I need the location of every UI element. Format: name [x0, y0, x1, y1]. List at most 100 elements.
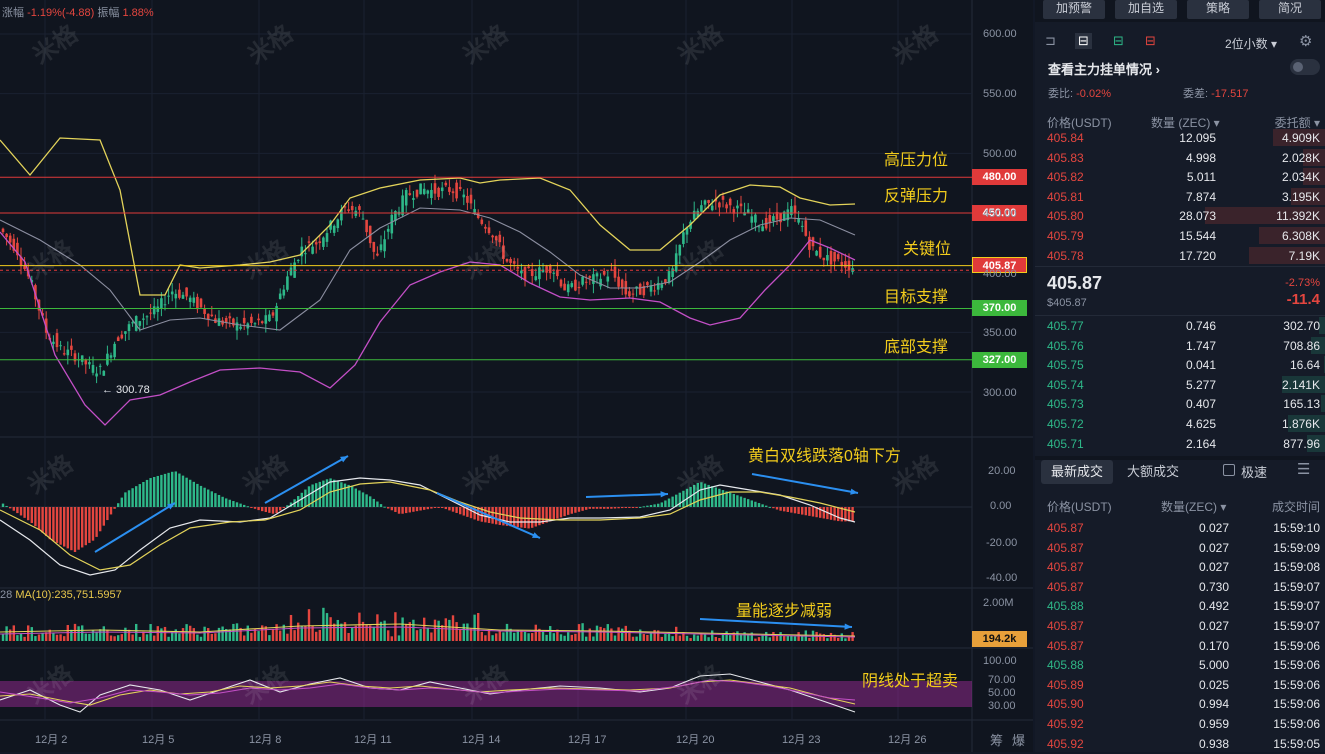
volume-bar — [203, 626, 206, 641]
volume-ma10-line — [0, 623, 856, 637]
macd-histogram-bar — [217, 494, 221, 507]
ratio-value: -0.02% — [1076, 88, 1111, 100]
filter-icon[interactable]: ☰ — [1297, 461, 1311, 478]
current-price-badge: 405.87 — [972, 257, 1027, 273]
candle-body — [498, 234, 502, 243]
depth-bar — [1281, 375, 1325, 393]
volume-bar — [405, 623, 408, 641]
candle-body — [692, 210, 696, 220]
macd-histogram-bar — [495, 507, 498, 525]
overview-button[interactable]: 简况 — [1259, 0, 1321, 19]
volume-bar — [243, 635, 246, 641]
price-axis-tick: 450.00 — [983, 208, 1017, 220]
trade-price: 405.87 — [1047, 540, 1084, 555]
candle-body — [419, 183, 422, 195]
bid-row[interactable]: 405.75 0.041 16.64 — [1035, 356, 1325, 375]
main-orders-toggle[interactable] — [1290, 59, 1320, 75]
bid-row[interactable]: 405.73 0.407 165.13 — [1035, 395, 1325, 414]
macd-histogram-bar — [430, 507, 433, 509]
order-difference: 委差: -17.517 — [1183, 85, 1248, 101]
ask-row[interactable]: 405.81 7.874 3.195K — [1035, 187, 1325, 207]
macd-histogram-bar — [300, 492, 303, 507]
ask-row[interactable]: 405.80 28.073 11.392K — [1035, 207, 1325, 226]
volume-bar — [156, 626, 159, 641]
fast-mode-checkbox[interactable] — [1223, 464, 1235, 476]
candle-body — [592, 274, 595, 284]
macd-histogram-bar — [307, 486, 311, 507]
x-axis-tick: 12月 20 — [676, 734, 715, 746]
chart-area[interactable]: 涨幅 -1.19%(-4.88) 振幅 1.88% 高压力位 反弹压力 关键位 … — [0, 0, 1033, 752]
candle-body — [696, 210, 700, 218]
volume-bar — [77, 626, 80, 641]
candle-body — [278, 293, 282, 300]
trade-col-qty[interactable]: 数量(ZEC) ▾ — [1161, 500, 1227, 514]
tab-latest-trades[interactable]: 最新成交 — [1041, 460, 1113, 484]
main-orders-link[interactable]: 查看主力挂单情况 › — [1048, 62, 1160, 77]
col-qty-header[interactable]: 数量 (ZEC) ▾ — [1151, 116, 1220, 130]
bid-row[interactable]: 405.76 1.747 708.86 — [1035, 336, 1325, 356]
add-alert-button[interactable]: 加预警 — [1043, 0, 1105, 19]
macd-histogram-bar — [70, 507, 73, 551]
volume-bar — [235, 623, 239, 641]
candle-body — [412, 198, 415, 200]
macd-histogram-bar — [469, 507, 473, 519]
macd-histogram-bar — [459, 507, 462, 515]
macd-histogram-bar — [639, 506, 642, 508]
collapse-icon[interactable]: ⊐ — [1045, 33, 1056, 48]
tab-large-trades[interactable]: 大额成交 — [1127, 464, 1180, 479]
fast-mode-label: 极速 — [1241, 465, 1268, 480]
asks-only-icon[interactable]: ⊟ — [1145, 33, 1156, 48]
candle-body — [16, 242, 19, 256]
trade-col-price: 价格(USDT) — [1047, 500, 1112, 514]
ask-row[interactable]: 405.78 17.720 7.19K — [1035, 246, 1325, 266]
macd-histogram-bar — [743, 497, 746, 507]
macd-histogram-bar — [124, 492, 127, 507]
volume-bar — [534, 624, 537, 641]
candle-body — [440, 187, 444, 192]
volume-bar — [754, 638, 757, 641]
trade-col-time: 成交时间 — [1271, 500, 1320, 514]
macd-histogram-bar — [163, 473, 167, 507]
volume-bar — [106, 629, 109, 641]
col-total-header[interactable]: 委托额 ▾ — [1274, 116, 1320, 130]
ask-row[interactable]: 405.84 12.095 4.909K — [1035, 129, 1325, 148]
macd-histogram-bar — [570, 507, 573, 514]
candle-body — [509, 259, 512, 263]
decimal-select[interactable]: 2位小数 ▾ — [1225, 37, 1278, 51]
strategy-button[interactable]: 策略 — [1187, 0, 1249, 19]
bid-row[interactable]: 405.77 0.746 302.70 — [1035, 317, 1325, 336]
candle-body — [545, 266, 548, 273]
volume-bar — [685, 635, 689, 641]
add-watchlist-button[interactable]: 加自选 — [1115, 0, 1177, 19]
macd-histogram-bar — [390, 507, 393, 511]
candle-body — [844, 261, 847, 268]
volume-bar — [397, 635, 401, 641]
macd-histogram-bar — [545, 507, 548, 523]
depth-bar — [1205, 207, 1325, 225]
macd-histogram-bar — [77, 507, 80, 550]
macd-histogram-bar — [156, 475, 159, 507]
candlestick-chart[interactable] — [0, 0, 1033, 752]
bid-row[interactable]: 405.71 2.164 877.96 — [1035, 434, 1325, 454]
ask-row[interactable]: 405.82 5.011 2.034K — [1035, 168, 1325, 187]
ask-row[interactable]: 405.83 4.998 2.028K — [1035, 148, 1325, 168]
both-sides-icon[interactable]: ⊟ — [1075, 33, 1092, 49]
macd-histogram-bar — [397, 507, 401, 514]
ask-row[interactable]: 405.79 15.544 6.308K — [1035, 227, 1325, 246]
macd-histogram-bar — [160, 474, 163, 507]
chip-button[interactable]: 筹 — [990, 733, 1004, 748]
volume-bar — [91, 630, 95, 641]
volume-bar — [649, 633, 653, 641]
price-axis-tick: 500.00 — [983, 148, 1017, 160]
bid-row[interactable]: 405.72 4.625 1.876K — [1035, 415, 1325, 434]
macd-histogram-bar — [783, 507, 786, 512]
settings-gear-icon[interactable]: ⚙ — [1299, 33, 1313, 50]
x-axis-tick: 12月 2 — [35, 734, 68, 746]
candle-body — [808, 236, 811, 250]
macd-histogram-bar — [603, 507, 606, 509]
liquidation-button[interactable]: 爆 — [1012, 733, 1026, 748]
volume-bar — [711, 630, 714, 641]
bid-row[interactable]: 405.74 5.277 2.141K — [1035, 375, 1325, 395]
macd-histogram-bar — [473, 507, 476, 520]
bids-only-icon[interactable]: ⊟ — [1113, 33, 1124, 48]
